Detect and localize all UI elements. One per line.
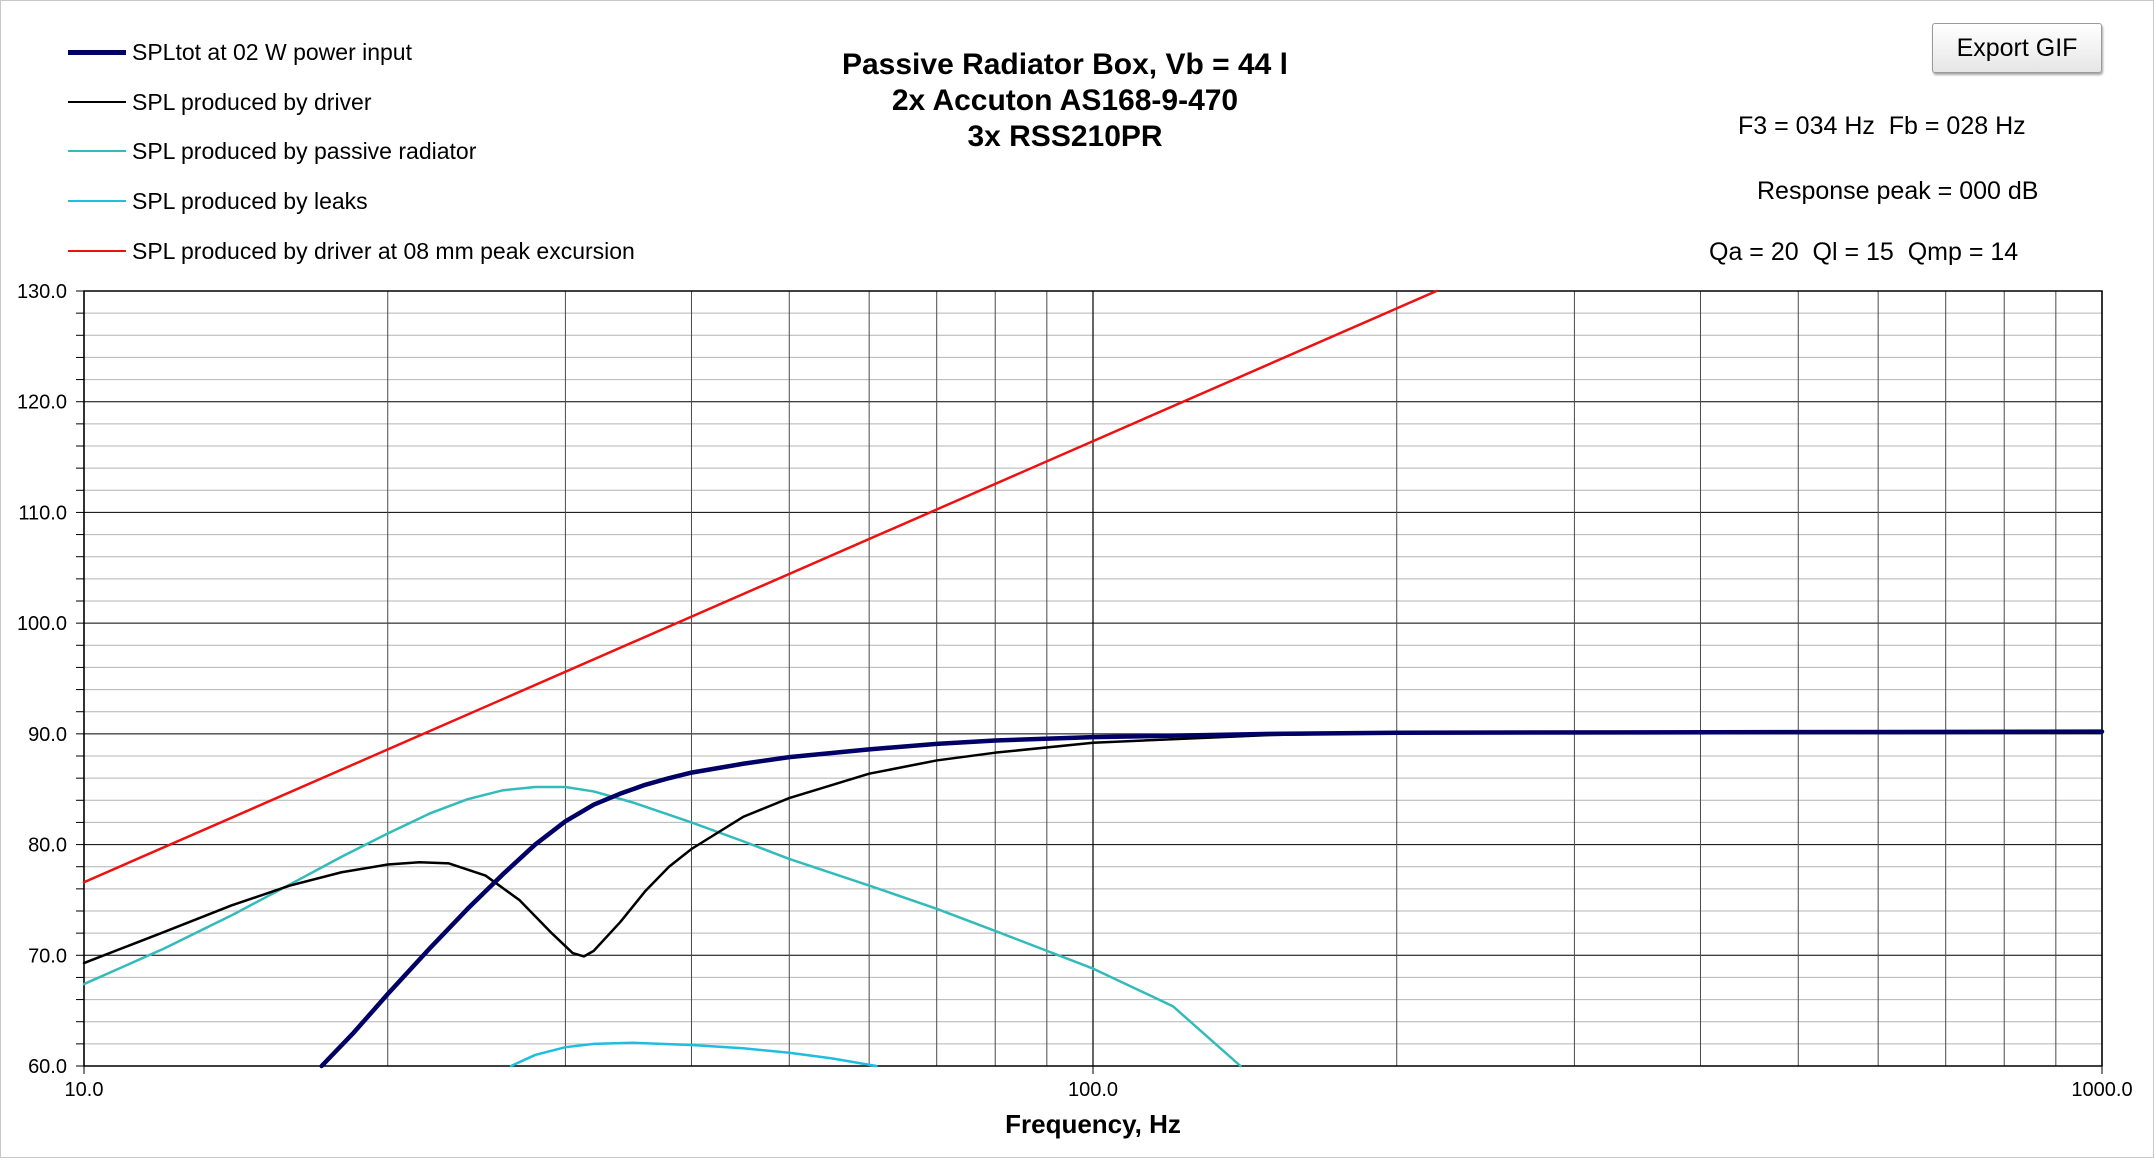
series-line-3 bbox=[509, 1041, 878, 1068]
series-line-4 bbox=[82, 289, 1438, 884]
series-line-1 bbox=[82, 730, 2104, 965]
legend-item-spl-driver: SPL produced by driver bbox=[68, 82, 372, 122]
y-tick-label: 90.0 bbox=[28, 724, 67, 746]
legend-label-spl-passive-radiator: SPL produced by passive radiator bbox=[132, 137, 477, 164]
y-tick-label: 130.0 bbox=[17, 281, 67, 303]
y-tick-label: 120.0 bbox=[17, 392, 67, 414]
legend-item-spl-total: SPLtot at 02 W power input bbox=[68, 32, 412, 72]
x-axis-title: Frequency, Hz bbox=[1005, 1109, 1181, 1139]
y-tick-label: 100.0 bbox=[17, 613, 67, 635]
y-tick-label: 70.0 bbox=[28, 945, 67, 967]
x-tick-label: 1000.0 bbox=[2071, 1079, 2132, 1101]
q-values-readout: Qa = 20 Ql = 15 Qmp = 14 bbox=[1709, 238, 2019, 266]
legend-item-spl-passive-radiator: SPL produced by passive radiator bbox=[68, 131, 476, 171]
legend-swatch-spl-driver bbox=[68, 101, 126, 103]
response-peak-readout: Response peak = 000 dB bbox=[1757, 177, 2039, 205]
x-tick-label: 100.0 bbox=[1068, 1079, 1118, 1101]
legend-item-spl-excursion: SPL produced by driver at 08 mm peak exc… bbox=[68, 231, 635, 271]
chart-title-line-2: 2x Accuton AS168-9-470 bbox=[891, 84, 1239, 117]
legend-label-spl-driver: SPL produced by driver bbox=[132, 88, 372, 115]
y-tick-label: 80.0 bbox=[28, 835, 67, 857]
f3-fb-readout: F3 = 034 Hz Fb = 028 Hz bbox=[1738, 112, 2026, 140]
export-gif-button[interactable]: Export GIF bbox=[1932, 23, 2102, 73]
legend-item-spl-leaks: SPL produced by leaks bbox=[68, 181, 368, 221]
legend-swatch-spl-leaks bbox=[68, 200, 126, 202]
series-line-0 bbox=[319, 729, 2105, 1069]
legend-swatch-spl-excursion bbox=[68, 250, 126, 252]
legend-swatch-spl-passive-radiator bbox=[68, 150, 126, 152]
y-tick-label: 60.0 bbox=[28, 1056, 67, 1078]
chart-title-line-1: Passive Radiator Box, Vb = 44 l bbox=[841, 48, 1289, 81]
legend-label-spl-excursion: SPL produced by driver at 08 mm peak exc… bbox=[132, 237, 635, 264]
x-tick-label: 10.0 bbox=[65, 1079, 104, 1101]
legend-label-spl-leaks: SPL produced by leaks bbox=[132, 187, 368, 214]
series-line-2 bbox=[82, 785, 1242, 1068]
chart-title-line-3: 3x RSS210PR bbox=[967, 120, 1163, 153]
legend-swatch-spl-total bbox=[68, 49, 126, 55]
y-tick-label: 110.0 bbox=[18, 502, 67, 524]
legend-label-spl-total: SPLtot at 02 W power input bbox=[132, 38, 412, 65]
